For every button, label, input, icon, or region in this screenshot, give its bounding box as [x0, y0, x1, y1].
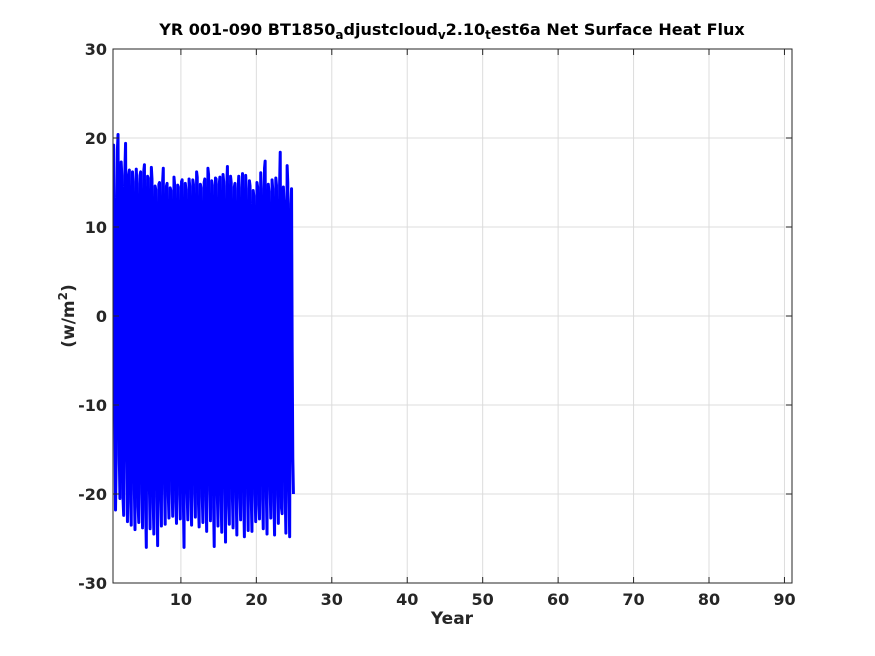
x-tick-labels: 10 20 30 40 50 60 70 80 90 — [170, 590, 796, 609]
x-tick-label: 40 — [396, 590, 418, 609]
x-tick-label: 30 — [321, 590, 343, 609]
y-axis-label-close: ) — [59, 284, 79, 292]
title-segment: est6a Net Surface Heat Flux — [491, 20, 746, 39]
title-segment: 2.10 — [446, 20, 485, 39]
chart-title: YR 001-090 BT1850adjustcloudv2.10test6a … — [158, 20, 745, 42]
x-tick-label: 70 — [622, 590, 644, 609]
title-segment: YR 001-090 BT1850 — [158, 20, 335, 39]
y-tick-label: -10 — [78, 396, 107, 415]
y-tick-label: -20 — [78, 485, 107, 504]
title-subscript: t — [485, 28, 491, 42]
x-tick-label: 50 — [472, 590, 494, 609]
y-tick-label: 30 — [85, 40, 107, 59]
y-tick-label: 10 — [85, 218, 107, 237]
y-axis-label-sup: 2 — [56, 292, 70, 300]
title-segment: djustcloud — [344, 20, 438, 39]
x-tick-label: 60 — [547, 590, 569, 609]
y-axis-label-base: (w/m — [59, 300, 79, 347]
y-tick-label: -30 — [78, 574, 107, 593]
x-axis-label: Year — [430, 609, 474, 629]
series-line — [113, 132, 295, 549]
y-axis-label: (w/m2) — [56, 284, 79, 348]
title-subscript: a — [335, 28, 343, 42]
y-tick-label: 0 — [96, 307, 107, 326]
x-tick-label: 80 — [698, 590, 720, 609]
y-tick-label: 20 — [85, 129, 107, 148]
x-tick-label: 10 — [170, 590, 192, 609]
grid — [113, 49, 792, 583]
title-subscript: v — [438, 28, 446, 42]
x-tick-label: 20 — [245, 590, 267, 609]
y-tick-labels: -30 -20 -10 0 10 20 30 — [78, 40, 107, 593]
ticks — [113, 48, 792, 584]
x-tick-label: 90 — [773, 590, 795, 609]
